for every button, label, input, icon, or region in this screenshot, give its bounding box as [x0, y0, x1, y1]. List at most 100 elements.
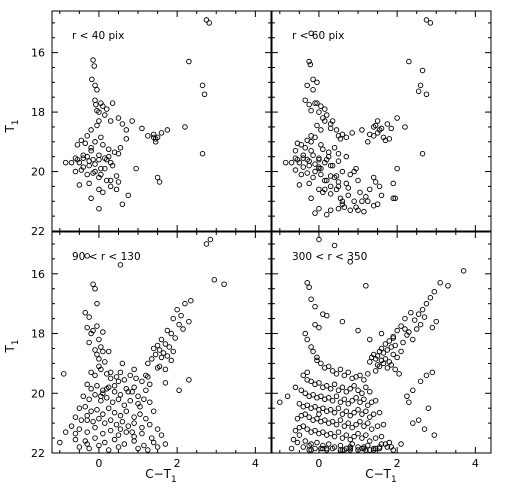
data-point — [329, 162, 336, 169]
data-point — [135, 445, 141, 452]
data-point — [292, 384, 299, 391]
data-point — [100, 189, 106, 196]
data-point — [316, 236, 322, 243]
data-point — [164, 327, 171, 334]
data-point — [168, 330, 175, 337]
data-point — [318, 103, 324, 109]
data-point — [96, 118, 102, 124]
data-point — [417, 378, 424, 385]
data-point — [406, 58, 412, 65]
data-point — [337, 136, 344, 142]
data-point — [86, 445, 92, 452]
data-point — [98, 134, 104, 141]
data-point — [94, 122, 100, 129]
data-point — [111, 383, 118, 389]
data-point — [113, 186, 120, 193]
data-point — [103, 177, 110, 184]
data-point — [415, 417, 422, 423]
data-point — [119, 121, 126, 127]
data-point — [365, 198, 371, 205]
data-point — [327, 183, 334, 190]
data-point — [300, 164, 307, 170]
data-point — [306, 414, 312, 420]
data-point — [355, 177, 361, 184]
data-point — [423, 300, 430, 307]
data-point — [143, 372, 149, 379]
data-point — [335, 405, 342, 411]
data-point — [318, 445, 324, 452]
x-axis-label-left: C−T1 — [145, 467, 177, 485]
data-point — [314, 439, 320, 446]
data-point — [312, 100, 318, 106]
data-point — [324, 112, 330, 118]
data-point — [98, 171, 104, 178]
panel-label: r < 60 pix — [292, 30, 344, 42]
data-point — [154, 174, 161, 181]
data-point — [308, 30, 314, 37]
data-point — [300, 444, 307, 450]
data-point — [308, 378, 314, 385]
data-point — [314, 100, 320, 106]
data-point — [300, 155, 307, 161]
data-point — [182, 124, 188, 130]
data-point — [166, 344, 173, 350]
data-point — [84, 417, 90, 423]
data-point — [437, 280, 443, 286]
data-point — [331, 145, 338, 151]
data-point — [86, 396, 92, 402]
x-tick-label: 4 — [252, 457, 259, 470]
data-point — [72, 414, 79, 420]
data-point — [105, 153, 112, 160]
data-point — [96, 363, 102, 370]
data-point — [324, 211, 330, 218]
data-point — [316, 164, 322, 170]
data-point — [137, 411, 143, 417]
data-point — [398, 348, 404, 355]
data-point — [316, 205, 322, 212]
data-point — [341, 423, 348, 429]
data-point — [91, 63, 97, 69]
data-point — [164, 353, 171, 359]
data-point — [357, 372, 363, 379]
data-point — [394, 165, 400, 172]
data-point — [288, 445, 295, 452]
data-point — [312, 427, 318, 434]
data-point — [331, 242, 338, 249]
data-point — [84, 412, 90, 419]
data-point — [327, 191, 334, 197]
data-point — [304, 82, 310, 89]
data-point — [88, 408, 94, 414]
data-point — [186, 377, 192, 383]
data-point — [308, 147, 314, 154]
panel-1: 16 18 20 22 r < 40 pix — [31, 10, 272, 238]
data-point — [160, 350, 167, 356]
data-point — [294, 415, 301, 422]
data-point — [320, 445, 326, 452]
data-point — [382, 341, 389, 347]
data-point — [347, 447, 353, 453]
data-point — [337, 195, 344, 202]
data-point — [96, 356, 102, 362]
data-point — [145, 133, 151, 139]
data-point — [322, 177, 328, 184]
data-point — [107, 417, 114, 423]
data-point — [363, 283, 369, 289]
data-point — [365, 420, 371, 426]
data-point — [306, 447, 312, 453]
data-point — [404, 332, 410, 338]
data-point — [88, 147, 94, 154]
data-point — [107, 369, 114, 376]
x-axis-label-right: C−T1 — [365, 467, 397, 485]
panel-4: 0 2 4 300 < r < 350 — [271, 231, 492, 470]
data-point — [359, 435, 365, 441]
data-point — [368, 354, 375, 361]
data-point — [68, 159, 75, 166]
x-tick-label: 0 — [315, 457, 322, 470]
data-point — [125, 389, 132, 395]
data-point — [335, 158, 342, 164]
data-point — [98, 165, 104, 172]
data-point — [392, 195, 398, 202]
data-point — [325, 149, 332, 155]
data-point — [351, 168, 357, 175]
data-point — [376, 409, 383, 416]
